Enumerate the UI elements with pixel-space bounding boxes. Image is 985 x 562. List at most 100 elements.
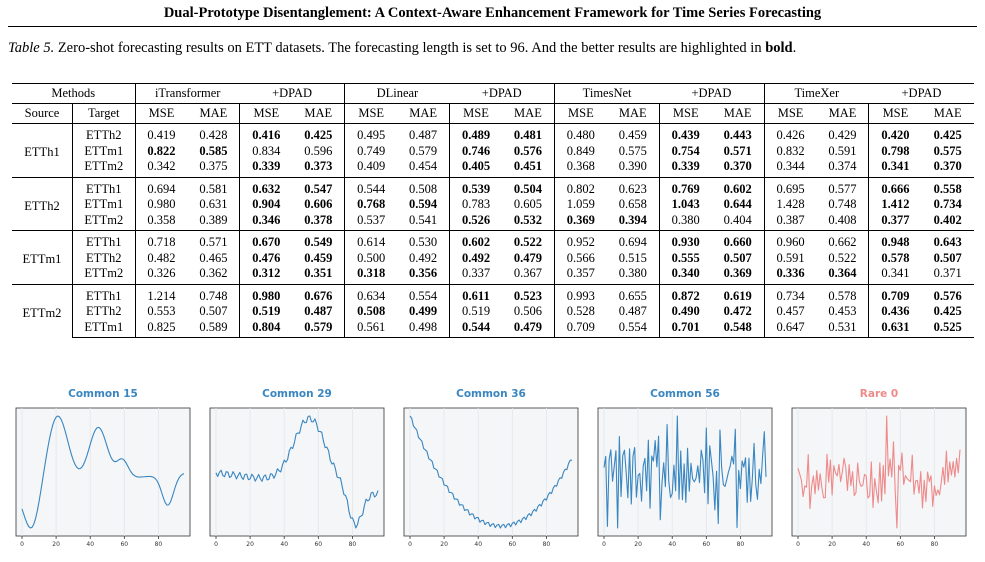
value-cell: 0.694 [134, 176, 188, 196]
value-cell: 0.369 [723, 266, 752, 280]
caption-end: . [792, 40, 797, 56]
title-rule [8, 26, 977, 27]
model-header: +DPAD [239, 83, 345, 104]
value-cell: 0.561 [344, 318, 398, 338]
value-cell: 0.507 [199, 304, 228, 318]
value-cell: 0.342 [134, 158, 188, 177]
value-cell: 0.658 [618, 197, 647, 211]
source-label: Source [12, 103, 73, 124]
panel-common-29: Common 29 0 20 40 60 80 [206, 388, 388, 560]
value-cell: 0.451 [513, 159, 542, 173]
value-cell: 0.387 [763, 211, 817, 231]
value-cell: 0.904 [239, 196, 293, 212]
panel-title: Common 15 [68, 388, 138, 400]
x-tick-label: 0 [796, 541, 800, 548]
value-cell: 0.718 [134, 230, 188, 250]
value-cell: 0.578 [816, 283, 869, 303]
value-cell: 0.619 [711, 283, 765, 303]
value-cell: 0.526 [449, 211, 502, 231]
model-header: DLinear [344, 83, 450, 104]
model-header: TimesNet [553, 83, 660, 104]
value-cell: 0.481 [501, 123, 555, 143]
value-cell: 0.436 [868, 303, 922, 319]
value-cell: 0.472 [723, 304, 752, 318]
value-cell: 0.525 [921, 318, 974, 338]
target-cell: ETTm2 [72, 211, 136, 231]
metric-header: MAE [292, 103, 345, 124]
x-tick-label: 20 [634, 541, 642, 548]
value-cell: 0.377 [868, 211, 922, 231]
value-cell: 0.709 [868, 283, 922, 303]
value-cell: 0.370 [723, 159, 752, 173]
value-cell: 0.409 [344, 158, 398, 177]
metric-header: MSE [449, 103, 502, 124]
value-cell: 0.614 [344, 230, 398, 250]
value-cell: 0.489 [449, 123, 502, 143]
value-cell: 0.479 [501, 318, 555, 338]
target-cell: ETTh2 [72, 123, 136, 143]
value-cell: 0.508 [397, 176, 450, 196]
panel-title: Common 29 [262, 388, 332, 400]
x-tick-label: 80 [155, 541, 163, 548]
model-header: +DPAD [659, 83, 765, 104]
value-cell: 0.394 [618, 212, 647, 227]
value-cell: 0.596 [304, 143, 333, 158]
value-cell: 0.709 [553, 318, 607, 338]
value-cell: 0.337 [449, 265, 502, 284]
model-header: iTransformer [134, 83, 240, 104]
model-header: TimeXer [763, 83, 869, 104]
table-row: ETTm1 ETTh1 0.718 0.571 0.670 0.549 0.614 0.530… [12, 230, 974, 284]
value-cell: 0.340 [658, 265, 712, 284]
panel-rare-0: Rare 0 0 20 40 60 80 [788, 388, 970, 560]
table-row: ETTm1 0.980 0.631 0.904 0.606 0.768 0.594 0.783… [12, 196, 974, 212]
target-cell: ETTm2 [72, 158, 136, 177]
value-cell: 0.480 [553, 123, 607, 143]
value-cell: 0.555 [658, 249, 712, 265]
value-cell: 0.544 [449, 318, 502, 338]
value-cell: 0.507 [723, 250, 752, 265]
value-cell: 0.482 [134, 249, 188, 265]
metric-header: MSE [344, 103, 398, 124]
value-cell: 0.404 [723, 212, 752, 227]
value-cell: 0.339 [239, 158, 293, 177]
value-cell: 0.993 [553, 283, 607, 303]
value-cell: 0.531 [816, 318, 869, 338]
value-cell: 0.532 [513, 212, 542, 227]
target-label: Target [72, 103, 136, 124]
value-cell: 0.362 [199, 266, 228, 280]
value-cell: 0.585 [199, 143, 228, 158]
value-cell: 0.579 [292, 318, 345, 338]
value-cell: 0.558 [921, 176, 974, 196]
table-row: ETTm1 0.825 0.589 0.804 0.579 0.561 0.498 0.544… [12, 318, 974, 338]
panel-title: Common 36 [456, 388, 526, 400]
value-cell: 0.734 [763, 283, 817, 303]
waveform-line [797, 415, 961, 529]
value-cell: 0.631 [199, 197, 228, 211]
value-cell: 0.344 [763, 158, 817, 177]
table-row: ETTm2 0.358 0.389 0.346 0.378 0.537 0.541 0.526… [12, 211, 974, 231]
table-row: ETTh2 0.553 0.507 0.519 0.487 0.508 0.499 0.519… [12, 303, 974, 319]
value-cell: 0.492 [449, 249, 502, 265]
value-cell: 0.522 [828, 250, 857, 265]
value-cell: 0.783 [449, 196, 502, 212]
results-table: Methods iTransformer +DPAD DLinear +DPAD Time… [12, 83, 974, 338]
value-cell: 0.537 [344, 211, 398, 231]
value-cell: 0.553 [134, 303, 188, 319]
table-row: ETTm2 ETTh1 1.214 0.748 0.980 0.676 0.634 0.554… [12, 283, 974, 338]
value-cell: 0.487 [304, 304, 333, 318]
value-cell: 0.749 [344, 142, 398, 158]
metric-header: MSE [553, 103, 607, 124]
target-cell: ETTm1 [72, 318, 136, 338]
x-tick-label: 40 [474, 541, 482, 548]
value-cell: 0.748 [828, 197, 857, 211]
value-cell: 0.367 [513, 266, 542, 280]
value-cell: 0.547 [292, 176, 345, 196]
value-cell: 0.364 [828, 266, 857, 280]
table-row: ETTm1 0.822 0.585 0.834 0.596 0.749 0.579 0.746… [12, 142, 974, 158]
methods-label: Methods [12, 83, 136, 104]
metric-header: MAE [921, 103, 974, 124]
value-cell: 0.389 [199, 212, 228, 227]
metric-header: MSE [239, 103, 293, 124]
value-cell: 0.623 [606, 176, 660, 196]
x-tick-label: 60 [896, 541, 904, 548]
